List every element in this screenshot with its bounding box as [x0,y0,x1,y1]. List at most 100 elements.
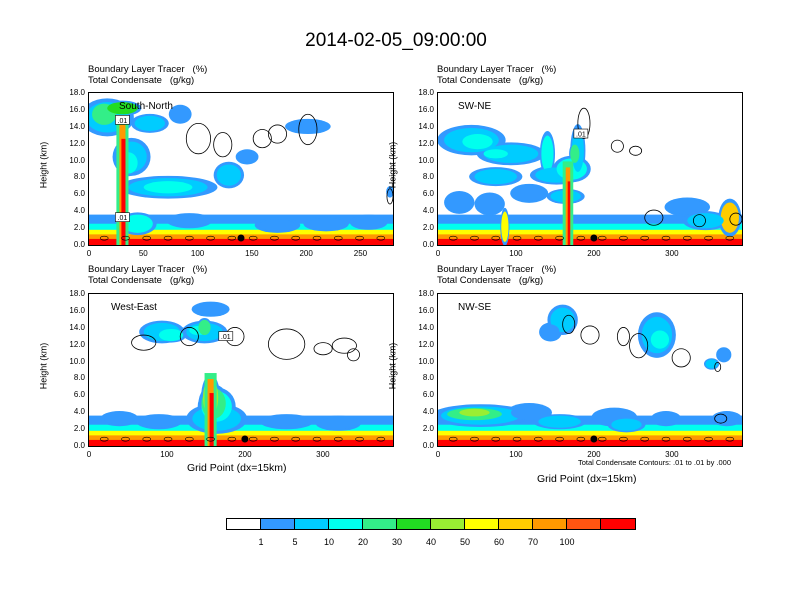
y-tick-label: 10.0 [69,155,85,165]
surface-point-marker [590,234,598,242]
colorbar-box [295,519,329,529]
boundary-layer-band [438,439,742,446]
condensate-contour [227,436,237,442]
condensate-contour [333,436,343,442]
colorbar-box [261,519,295,529]
condensate-contour [355,436,364,442]
condensate-contour [512,436,522,442]
y-tick-label: 12.0 [69,339,85,349]
y-tick-label: 18.0 [418,88,434,97]
condensate-contour [121,235,130,241]
contour-label: .01 [576,132,586,139]
x-tick-label: 0 [86,450,92,459]
condensate-contour [227,235,237,241]
header-condensate: Total Condensate (g/kg) [88,75,195,86]
panel-west-east: .01 West-East [88,293,394,447]
condensate-contour [448,436,458,442]
condensate-contour [555,235,564,241]
condensate-contour [580,325,600,345]
condensate-contour [448,235,458,241]
condensate-contour [185,235,194,241]
condensate-contour [577,107,591,139]
tracer-region [259,219,296,232]
condensate-contour [270,436,279,442]
colorbar-box [499,519,533,529]
condensate-contour [629,333,649,359]
condensate-contour [206,436,215,442]
colorbar-box [227,519,261,529]
x-tick-label: 200 [238,450,252,459]
y-tick-label: 8.0 [422,373,434,383]
y-tick-label: 14.0 [69,121,85,131]
y-tick-label: 2.0 [422,223,434,233]
tracer-region [462,134,493,150]
heatmap-canvas: NW-SE [438,302,742,446]
contour-label-box [115,115,130,125]
colorbar [226,518,636,530]
condensate-contour [616,327,630,347]
condensate-contour [714,362,722,372]
figure-title: 2014-02-05_09:00:00 [305,30,487,51]
panel-label: South-North [119,101,173,112]
condensate-contour [555,436,564,442]
condensate-contour [206,235,215,241]
contour-footnote: Total Condensate Contours: .01 to .01 by… [578,458,732,467]
tracer-region [143,181,193,194]
surface-point-marker [590,435,598,443]
tracer-region [198,319,211,336]
condensate-contour [213,132,233,158]
panel-label: NW-SE [458,302,491,313]
panel-header-1: Boundary Layer Tracer (%) Total Condensa… [88,64,207,86]
panel-label: West-East [111,302,157,313]
y-tick-label: 18.0 [69,88,85,97]
colorbar-label: 50 [459,537,471,547]
y-tick-label: 12.0 [69,138,85,148]
y-tick-label: 14.0 [418,322,434,332]
condensate-contour [267,124,288,144]
tracer-region [459,408,490,417]
colorbar-label: 5 [292,537,298,547]
tracer-region [538,415,581,428]
surface-point-marker [237,234,245,242]
tracer-region [541,135,554,173]
tracer-region [717,348,730,361]
x-tick-label: 200 [587,249,601,258]
y-tick-label: 0.0 [73,240,85,249]
condensate-contour [619,436,628,442]
colorbar-box [431,519,465,529]
tracer-region [477,194,502,214]
boundary-layer-band [89,238,393,245]
condensate-contour [99,235,109,241]
x-tick-label: 0 [435,249,441,258]
colorbar-label: 10 [323,537,335,547]
colorbar-label: 60 [493,537,505,547]
condensate-contour [163,235,173,241]
tracer-region [483,149,508,159]
condensate-contour [671,348,691,368]
x-tick-label: 200 [299,249,313,258]
condensate-contour [331,337,357,354]
header-tracer: Boundary Layer Tracer (%) [88,264,208,275]
y-tick-label: 18.0 [69,289,85,298]
tracer-region [122,214,153,233]
panel-label: SW-NE [458,101,491,112]
condensate-contour [597,235,607,241]
tracer-region [514,185,545,201]
y-axis-label: Height (km) [38,141,49,189]
y-tick-label: 6.0 [73,189,85,199]
heatmap-canvas: .01 .01 South-North [89,98,393,245]
panel-header-2: Boundary Layer Tracer (%) Total Condensa… [437,64,556,86]
tracer-region [289,120,327,133]
condensate-contour [534,235,543,241]
condensate-contour [491,235,501,241]
colorbar-box [465,519,499,529]
heatmap-canvas: .01 SW-NE [438,101,742,245]
y-tick-label: 8.0 [73,172,85,182]
condensate-contour [99,436,109,442]
condensate-contour [692,214,706,228]
tracer-region [140,415,178,428]
y-tick-label: 6.0 [422,189,434,199]
condensate-contour [333,235,343,241]
tracer-region [171,214,208,227]
tracer-region [237,150,257,163]
